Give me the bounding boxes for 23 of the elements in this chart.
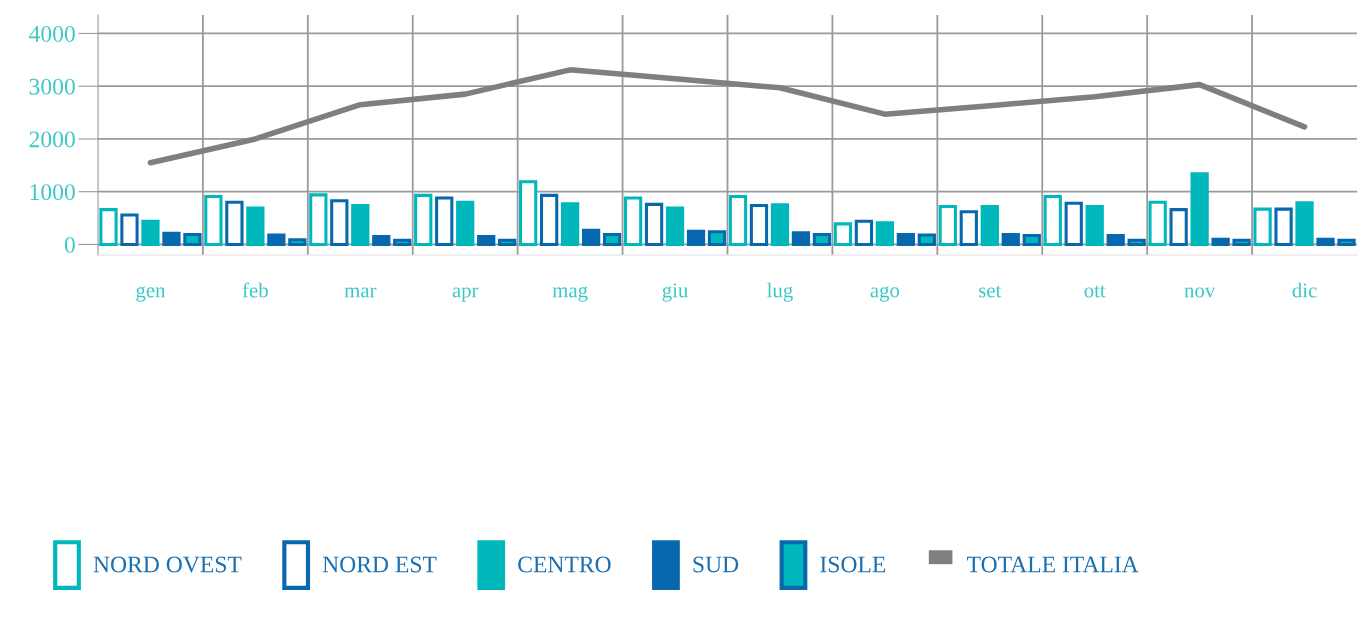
legend-label: TOTALE ITALIA (967, 556, 1139, 573)
x-tick-label: apr (452, 287, 479, 302)
x-tick-label: giu (662, 283, 688, 302)
x-tick-label: ott (1084, 285, 1106, 298)
y-tick-label: 0 (64, 236, 75, 253)
x-tick-label: lug (767, 282, 793, 302)
legend-label: ISOLE (820, 556, 886, 573)
y-tick-label: 1000 (30, 184, 75, 201)
y-tick-label: 2000 (29, 131, 75, 148)
x-tick-label: nov (1184, 287, 1216, 298)
x-tick-label: mar (344, 287, 377, 298)
legend-label: NORD OVEST (93, 556, 242, 573)
x-tick-label: set (979, 285, 1002, 298)
x-tick-label: feb (242, 282, 268, 298)
x-tick-label: ago (870, 286, 900, 302)
y-tick-label: 3000 (29, 78, 75, 95)
legend-label: NORD EST (322, 556, 437, 573)
x-tick-label: mag (552, 286, 588, 302)
legend-label: SUD (693, 556, 739, 573)
legend-label: CENTRO (518, 556, 611, 573)
x-tick-label: dic (1292, 282, 1317, 298)
x-tick-label: gen (136, 286, 166, 302)
y-tick-label: 4000 (29, 25, 75, 42)
